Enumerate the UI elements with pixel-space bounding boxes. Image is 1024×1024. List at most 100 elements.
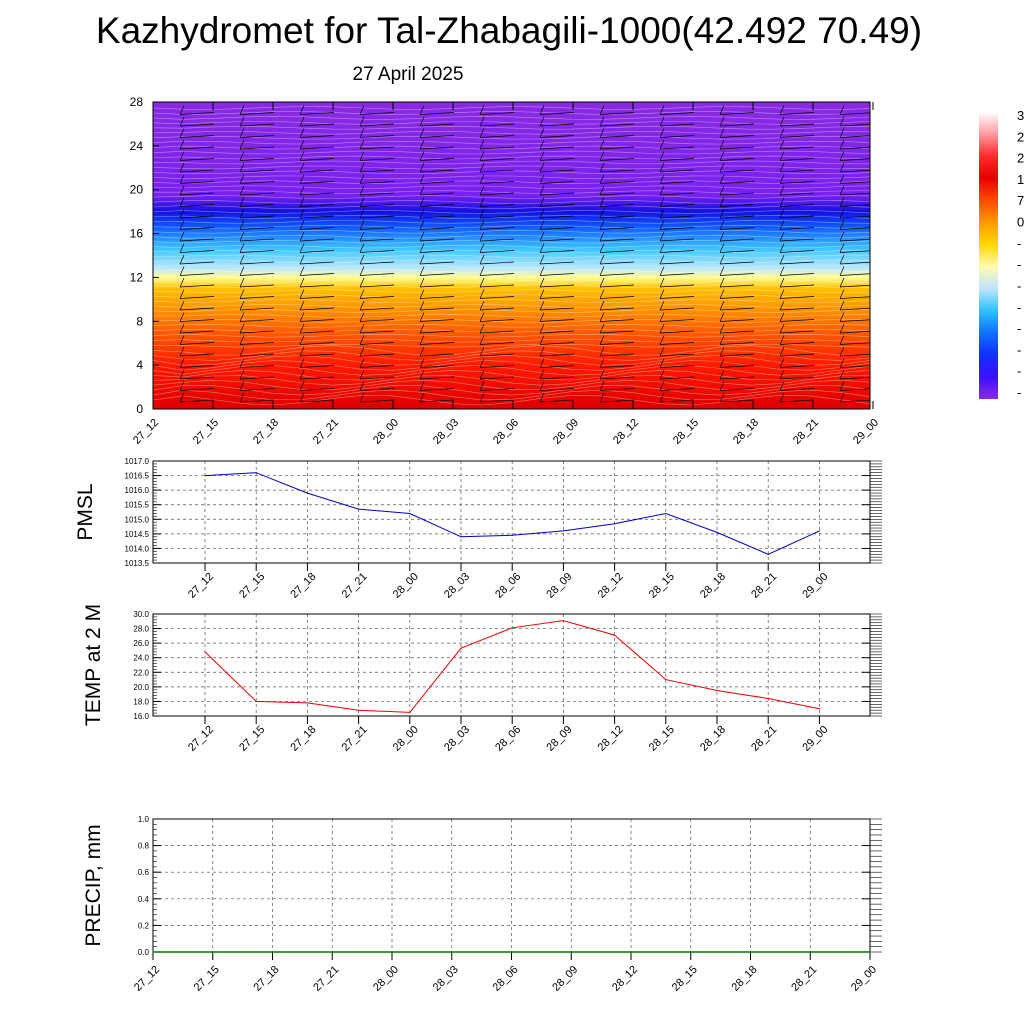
wind-barb <box>359 312 395 322</box>
panel-frame <box>152 460 871 564</box>
wind-barb <box>839 208 870 219</box>
wind-barb <box>419 312 455 322</box>
wind-barb <box>659 105 695 115</box>
contour-line <box>153 294 870 298</box>
y-tick-label: 1016.0 <box>125 486 150 495</box>
wind-barb <box>900 152 934 161</box>
wind-barb <box>900 301 934 310</box>
data-point <box>451 951 453 953</box>
wind-barb <box>299 116 335 127</box>
contour-line <box>153 369 870 381</box>
y-tick-label: 1014.5 <box>125 530 150 539</box>
contour-line <box>153 343 870 348</box>
x-tick-label: 27_12 <box>132 964 162 994</box>
data-point <box>460 647 462 649</box>
colorbar-label: 1 <box>1017 172 1024 187</box>
contour-line <box>153 389 870 401</box>
wind-barb <box>839 185 870 196</box>
wind-barb <box>239 162 275 173</box>
wind-barb <box>900 129 934 138</box>
x-tick-label: 28_15 <box>647 571 677 601</box>
wind-barb <box>419 392 455 403</box>
wind-barb <box>179 128 215 138</box>
x-tick-label: 27_18 <box>288 724 318 754</box>
wind-barb <box>239 254 275 265</box>
data-point <box>510 951 513 953</box>
wind-barb <box>419 369 455 380</box>
y-tick-label: 1014.0 <box>125 544 150 553</box>
contour-line <box>153 234 870 239</box>
wind-barb <box>419 277 455 288</box>
wind-barb <box>179 300 215 311</box>
wind-barb <box>719 358 755 368</box>
contour-line <box>153 165 870 170</box>
wind-barb <box>179 220 215 230</box>
data-point <box>212 951 214 953</box>
x-tick-label: 28_18 <box>731 417 761 447</box>
wind-barb <box>299 300 335 311</box>
x-tick-label: 27_15 <box>191 417 221 447</box>
x-tick-label: 28_15 <box>647 724 677 754</box>
wind-barb <box>839 105 870 115</box>
x-tick-label: 28_06 <box>491 964 521 994</box>
y-tick-label: 24.0 <box>133 654 149 663</box>
wind-barb <box>299 392 335 403</box>
wind-barb <box>479 139 515 150</box>
wind-barb <box>239 300 275 311</box>
wind-barb <box>419 208 455 219</box>
wind-barb <box>599 162 635 173</box>
wind-barb <box>839 197 870 207</box>
contour-line <box>153 323 870 328</box>
wind-barb <box>839 346 870 357</box>
wind-barb <box>599 116 635 127</box>
wind-barb <box>659 139 695 150</box>
wind-barb <box>599 392 635 403</box>
wind-barbs <box>179 105 934 403</box>
wind-barb <box>299 185 335 196</box>
colorbar-label: - <box>1017 364 1021 379</box>
wind-barb <box>479 289 515 299</box>
contour-line <box>153 185 870 190</box>
wind-barb <box>779 254 815 265</box>
wind-barb <box>359 174 395 184</box>
wind-barb <box>419 105 455 115</box>
wind-barb <box>539 358 575 368</box>
x-tick-label: 27_18 <box>288 571 318 601</box>
y-tick-label: 0.6 <box>138 868 150 877</box>
wind-barb <box>299 277 335 288</box>
wind-barb <box>299 105 335 115</box>
wind-barb <box>659 323 695 334</box>
wind-barb <box>539 369 575 380</box>
wind-barb <box>539 105 575 115</box>
wind-barb <box>479 197 515 207</box>
wind-barb <box>599 208 635 219</box>
data-point <box>255 472 257 474</box>
wind-barb <box>900 186 934 195</box>
wind-barb <box>719 277 755 288</box>
x-tick-label: 28_09 <box>551 417 581 447</box>
wind-barb <box>359 323 395 334</box>
wind-barb <box>479 312 515 322</box>
wind-barb <box>779 323 815 334</box>
x-tick-label: 28_18 <box>698 724 728 754</box>
wind-barb <box>900 244 934 253</box>
wind-barb <box>299 151 335 161</box>
contour-line <box>153 200 870 204</box>
wind-barb <box>900 140 934 149</box>
contour-line <box>153 289 870 293</box>
wind-barb <box>719 266 755 276</box>
wind-barb <box>779 289 815 299</box>
wind-barb <box>659 243 695 253</box>
wind-barb <box>719 243 755 253</box>
wind-barb <box>779 128 815 138</box>
wind-barb <box>659 220 695 230</box>
contour-line <box>153 205 870 209</box>
chart-title: Kazhydromet for Tal-Zhabagili-1000(42.49… <box>95 10 923 51</box>
wind-barb <box>779 162 815 173</box>
wind-barb <box>179 174 215 184</box>
data-point <box>665 678 667 681</box>
x-tick-label: 27_12 <box>186 724 216 754</box>
wind-barb <box>719 381 755 391</box>
wind-barb <box>359 197 395 207</box>
wind-barb <box>419 266 455 276</box>
